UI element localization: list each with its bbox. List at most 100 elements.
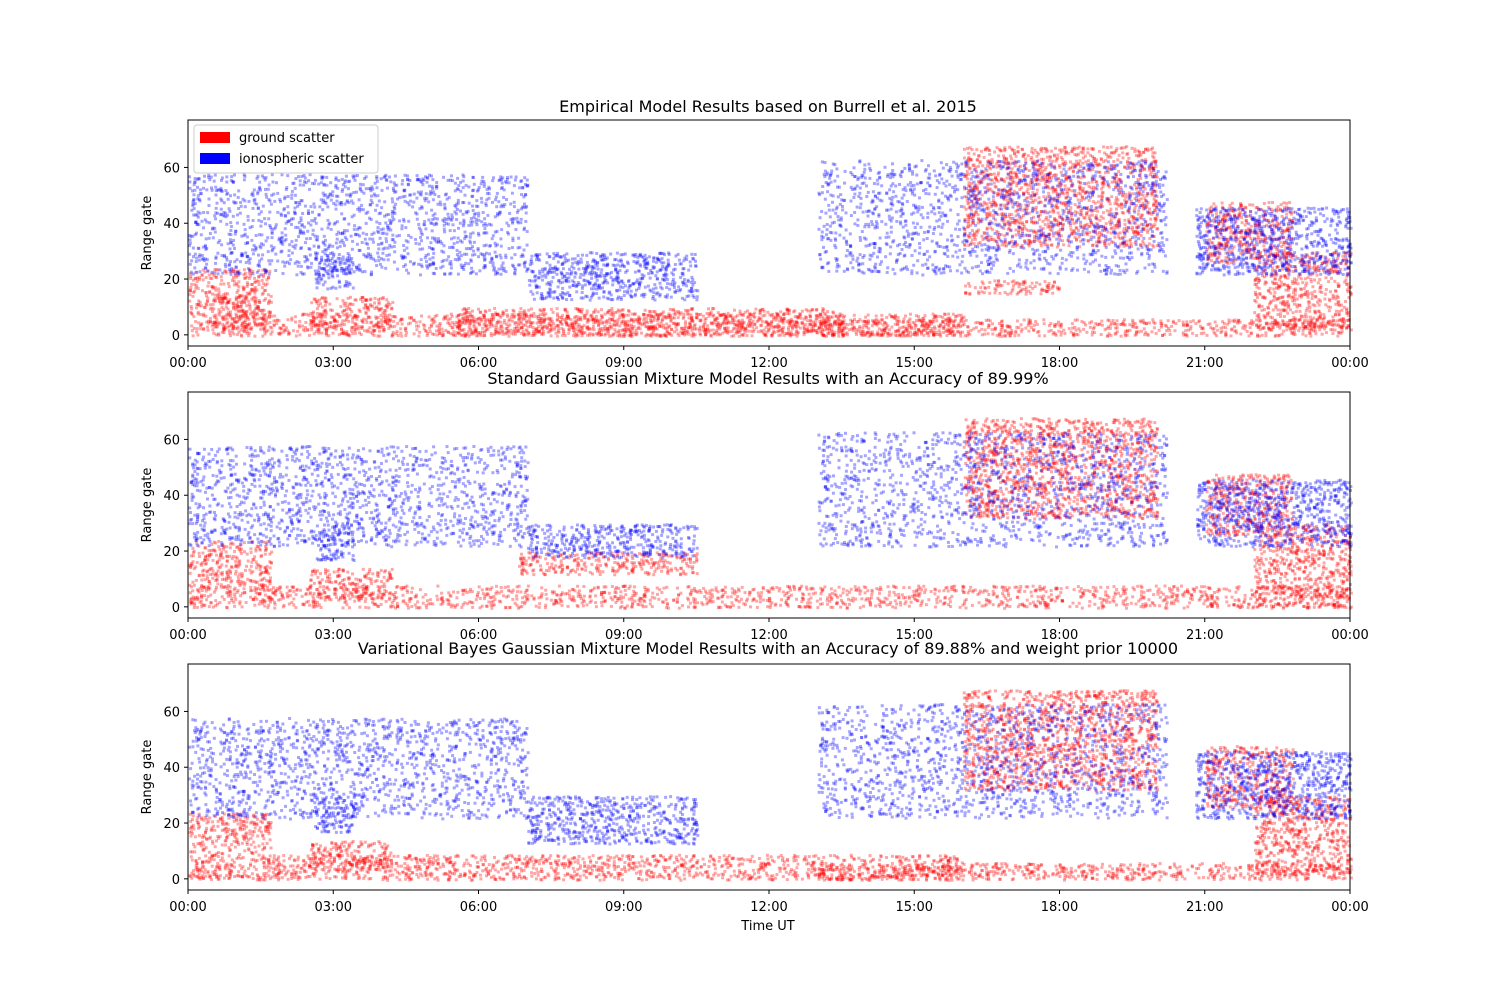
scatter-point bbox=[1148, 321, 1151, 325]
scatter-point bbox=[1233, 329, 1237, 333]
scatter-point bbox=[777, 319, 781, 323]
scatter-point bbox=[970, 158, 974, 162]
scatter-point bbox=[1069, 227, 1073, 231]
scatter-point bbox=[214, 325, 218, 329]
scatter-point bbox=[232, 324, 236, 328]
scatter-point bbox=[621, 314, 625, 318]
scatter-point bbox=[640, 331, 643, 335]
scatter-point bbox=[939, 334, 943, 338]
scatter-point bbox=[344, 313, 348, 317]
scatter-point bbox=[1138, 171, 1142, 175]
scatter-point bbox=[1017, 285, 1021, 289]
scatter-point bbox=[1091, 168, 1095, 171]
scatter-point bbox=[779, 315, 783, 319]
scatter-point bbox=[1090, 320, 1094, 324]
scatter-point bbox=[222, 296, 226, 300]
scatter-point bbox=[1107, 242, 1111, 246]
scatter-point bbox=[318, 312, 322, 316]
scatter-point bbox=[1198, 324, 1202, 328]
scatter-point bbox=[702, 325, 705, 329]
scatter-point bbox=[959, 325, 962, 329]
scatter-point bbox=[257, 305, 261, 309]
scatter-point bbox=[576, 325, 580, 329]
scatter-point bbox=[228, 270, 232, 274]
scatter-point bbox=[342, 309, 346, 313]
scatter-point bbox=[245, 296, 249, 300]
scatter-point bbox=[858, 318, 862, 322]
scatter-point bbox=[1097, 194, 1101, 198]
scatter-point bbox=[427, 315, 431, 319]
scatter-point bbox=[760, 323, 764, 327]
scatter-point bbox=[221, 298, 225, 302]
scatter-point bbox=[1157, 328, 1161, 332]
scatter-point bbox=[947, 329, 951, 333]
scatter-point bbox=[234, 282, 238, 286]
scatter-point bbox=[362, 306, 366, 310]
scatter-point bbox=[343, 323, 346, 327]
scatter-point bbox=[983, 232, 987, 236]
scatter-point bbox=[706, 327, 710, 331]
scatter-point bbox=[376, 334, 380, 338]
scatter-point bbox=[207, 273, 211, 277]
scatter-point bbox=[930, 320, 934, 324]
scatter-point bbox=[388, 318, 392, 322]
scatter-point bbox=[315, 307, 319, 311]
scatter-point bbox=[448, 324, 452, 327]
scatter-point bbox=[465, 311, 469, 314]
scatter-point bbox=[286, 318, 290, 322]
scatter-point bbox=[747, 319, 751, 322]
scatter-point bbox=[1014, 331, 1018, 335]
scatter-point bbox=[217, 300, 221, 303]
scatter-point bbox=[367, 315, 371, 319]
scatter-point bbox=[796, 316, 800, 320]
scatter-point bbox=[259, 308, 263, 312]
scatter-point bbox=[230, 323, 234, 327]
scatter-point bbox=[1202, 331, 1206, 335]
scatter-point bbox=[921, 328, 925, 332]
scatter-point bbox=[636, 326, 640, 330]
scatter-point bbox=[880, 329, 884, 333]
scatter-point bbox=[193, 283, 197, 286]
scatter-point bbox=[260, 321, 264, 325]
scatter-point bbox=[1140, 213, 1144, 217]
scatter-point bbox=[292, 329, 295, 333]
scatter-point bbox=[1022, 174, 1026, 177]
scatter-point bbox=[561, 314, 564, 318]
scatter-point bbox=[1292, 332, 1296, 336]
scatter-point bbox=[1181, 331, 1185, 335]
scatter-point bbox=[974, 321, 978, 325]
scatter-point bbox=[321, 312, 325, 316]
scatter-point bbox=[197, 321, 201, 325]
scatter-point bbox=[694, 327, 698, 331]
scatter-point bbox=[224, 305, 228, 309]
scatter-point bbox=[320, 296, 324, 300]
scatter-point bbox=[512, 329, 516, 333]
scatter-point bbox=[236, 288, 240, 292]
scatter-point bbox=[233, 269, 237, 273]
scatter-point bbox=[232, 326, 235, 330]
scatter-point bbox=[220, 315, 224, 319]
scatter-point bbox=[236, 304, 240, 308]
scatter-point bbox=[320, 305, 324, 309]
scatter-point bbox=[362, 317, 366, 321]
scatter-point bbox=[332, 318, 336, 322]
scatter-point bbox=[383, 311, 387, 315]
scatter-point bbox=[932, 333, 936, 337]
scatter-point bbox=[240, 300, 243, 304]
scatter-point bbox=[223, 296, 227, 300]
scatter-point bbox=[1047, 191, 1051, 195]
scatter-point bbox=[1304, 334, 1308, 338]
scatter-point bbox=[542, 314, 546, 317]
scatter-point bbox=[1216, 328, 1220, 332]
scatter-point bbox=[1137, 209, 1141, 213]
scatter-point bbox=[758, 317, 762, 321]
scatter-point bbox=[243, 327, 247, 331]
scatter-point bbox=[334, 324, 338, 328]
scatter-point bbox=[190, 311, 194, 315]
scatter-point bbox=[245, 309, 249, 313]
scatter-point bbox=[325, 322, 329, 326]
scatter-point bbox=[390, 333, 394, 337]
scatter-point bbox=[244, 326, 248, 330]
scatter-point bbox=[244, 315, 248, 319]
scatter-point bbox=[838, 323, 842, 327]
